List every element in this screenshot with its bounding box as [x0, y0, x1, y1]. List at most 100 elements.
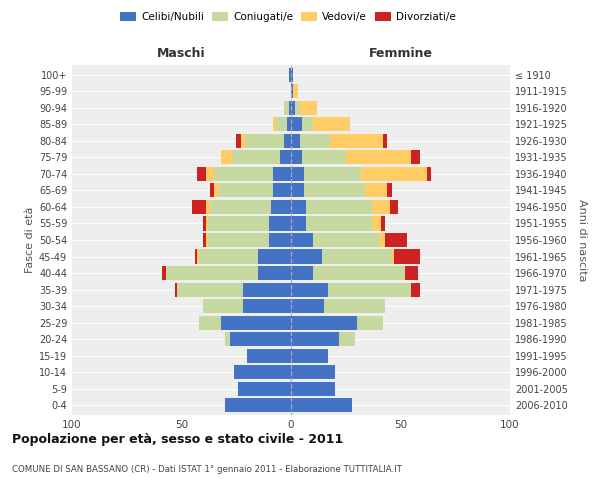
Bar	[238, 382, 291, 396]
Bar	[226, 332, 230, 346]
Bar	[274, 167, 291, 181]
Bar	[236, 134, 241, 148]
Bar	[346, 150, 412, 164]
Bar	[206, 200, 210, 214]
Text: Maschi: Maschi	[157, 47, 206, 60]
Bar	[291, 150, 302, 164]
Legend: Celibi/Nubili, Coniugati/e, Vedovi/e, Divorziati/e: Celibi/Nubili, Coniugati/e, Vedovi/e, Di…	[116, 8, 460, 26]
Bar	[245, 134, 284, 148]
Y-axis label: Fasce di età: Fasce di età	[25, 207, 35, 273]
Bar	[241, 134, 245, 148]
Bar	[289, 101, 291, 115]
Text: Femmine: Femmine	[368, 47, 433, 60]
Bar	[328, 282, 412, 296]
Bar	[291, 200, 307, 214]
Bar	[313, 266, 405, 280]
Bar	[199, 250, 258, 264]
Bar	[304, 167, 361, 181]
Bar	[230, 332, 291, 346]
Bar	[206, 167, 214, 181]
Bar	[291, 233, 313, 247]
Bar	[339, 332, 355, 346]
Bar	[214, 184, 219, 198]
Bar	[203, 299, 243, 313]
Bar	[210, 200, 271, 214]
Bar	[405, 266, 418, 280]
Bar	[291, 118, 302, 132]
Bar	[381, 216, 385, 230]
Bar	[274, 118, 275, 132]
Bar	[291, 365, 335, 379]
Bar	[313, 118, 350, 132]
Bar	[243, 282, 291, 296]
Bar	[206, 216, 208, 230]
Bar	[175, 282, 177, 296]
Bar	[214, 167, 274, 181]
Bar	[287, 118, 291, 132]
Bar	[291, 184, 304, 198]
Bar	[412, 150, 420, 164]
Y-axis label: Anni di nascita: Anni di nascita	[577, 198, 587, 281]
Bar	[280, 150, 291, 164]
Bar	[197, 250, 199, 264]
Bar	[291, 316, 357, 330]
Bar	[208, 216, 269, 230]
Bar	[372, 200, 389, 214]
Bar	[274, 184, 291, 198]
Bar	[385, 233, 407, 247]
Bar	[258, 266, 291, 280]
Bar	[324, 299, 385, 313]
Bar	[291, 84, 293, 98]
Bar	[203, 233, 206, 247]
Bar	[291, 398, 352, 412]
Bar	[331, 134, 383, 148]
Text: Popolazione per età, sesso e stato civile - 2011: Popolazione per età, sesso e stato civil…	[12, 432, 343, 446]
Bar	[291, 216, 307, 230]
Bar	[291, 101, 295, 115]
Bar	[293, 84, 298, 98]
Bar	[383, 134, 388, 148]
Bar	[291, 299, 324, 313]
Bar	[210, 184, 214, 198]
Bar	[289, 68, 291, 82]
Bar	[394, 250, 420, 264]
Bar	[302, 118, 313, 132]
Bar	[258, 250, 291, 264]
Bar	[379, 233, 385, 247]
Bar	[412, 282, 420, 296]
Bar	[269, 233, 291, 247]
Bar	[291, 250, 322, 264]
Bar	[304, 184, 365, 198]
Bar	[221, 150, 232, 164]
Bar	[322, 250, 392, 264]
Bar	[372, 216, 381, 230]
Bar	[365, 184, 388, 198]
Bar	[361, 167, 427, 181]
Bar	[389, 200, 398, 214]
Bar	[199, 316, 221, 330]
Bar	[307, 200, 372, 214]
Bar	[162, 266, 166, 280]
Bar	[284, 134, 291, 148]
Bar	[203, 216, 206, 230]
Bar	[300, 134, 331, 148]
Bar	[208, 233, 269, 247]
Bar	[243, 299, 291, 313]
Bar	[427, 167, 431, 181]
Bar	[197, 167, 206, 181]
Bar	[271, 200, 291, 214]
Bar	[226, 398, 291, 412]
Bar	[291, 332, 339, 346]
Bar	[300, 101, 317, 115]
Bar	[206, 233, 208, 247]
Bar	[284, 101, 289, 115]
Bar	[291, 348, 328, 362]
Bar	[291, 134, 300, 148]
Bar	[221, 316, 291, 330]
Bar	[232, 150, 280, 164]
Bar	[357, 316, 383, 330]
Bar	[275, 118, 287, 132]
Bar	[219, 184, 274, 198]
Bar	[302, 150, 346, 164]
Bar	[392, 250, 394, 264]
